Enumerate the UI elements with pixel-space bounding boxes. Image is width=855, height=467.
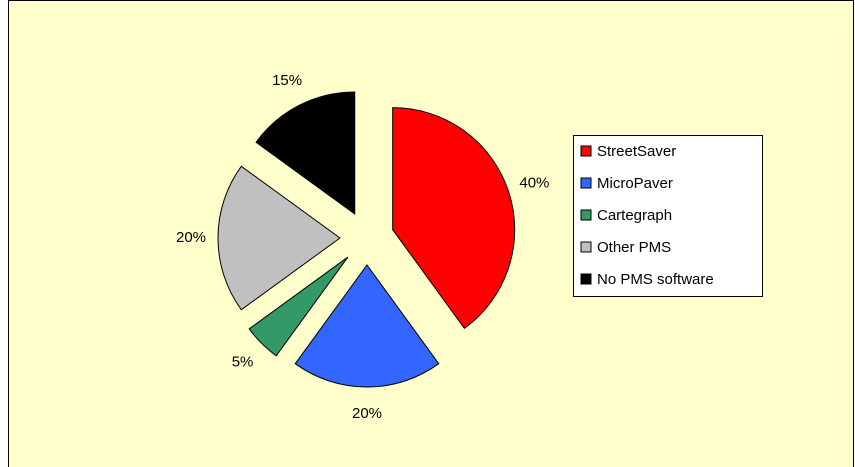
legend-label: Cartegraph (597, 207, 672, 224)
legend-label: No PMS software (597, 271, 714, 288)
legend-box (573, 135, 763, 297)
legend-swatch (580, 241, 592, 253)
data-label: 20% (352, 405, 382, 422)
pie-slice (248, 256, 349, 357)
pie-slice (294, 264, 440, 388)
data-label: 5% (232, 353, 254, 370)
legend-swatch (580, 145, 592, 157)
data-label: 15% (272, 72, 302, 89)
legend-label: Other PMS (597, 239, 671, 256)
legend-swatch (580, 209, 592, 221)
legend-label: MicroPaver (597, 175, 673, 192)
legend-swatch (580, 177, 592, 189)
pie-slice (255, 91, 356, 215)
data-label: 20% (176, 229, 206, 246)
data-label: 40% (519, 175, 549, 192)
pie-slice (392, 107, 516, 330)
legend-label: StreetSaver (597, 143, 676, 160)
pie-slice (217, 165, 341, 311)
legend-swatch (580, 273, 592, 285)
